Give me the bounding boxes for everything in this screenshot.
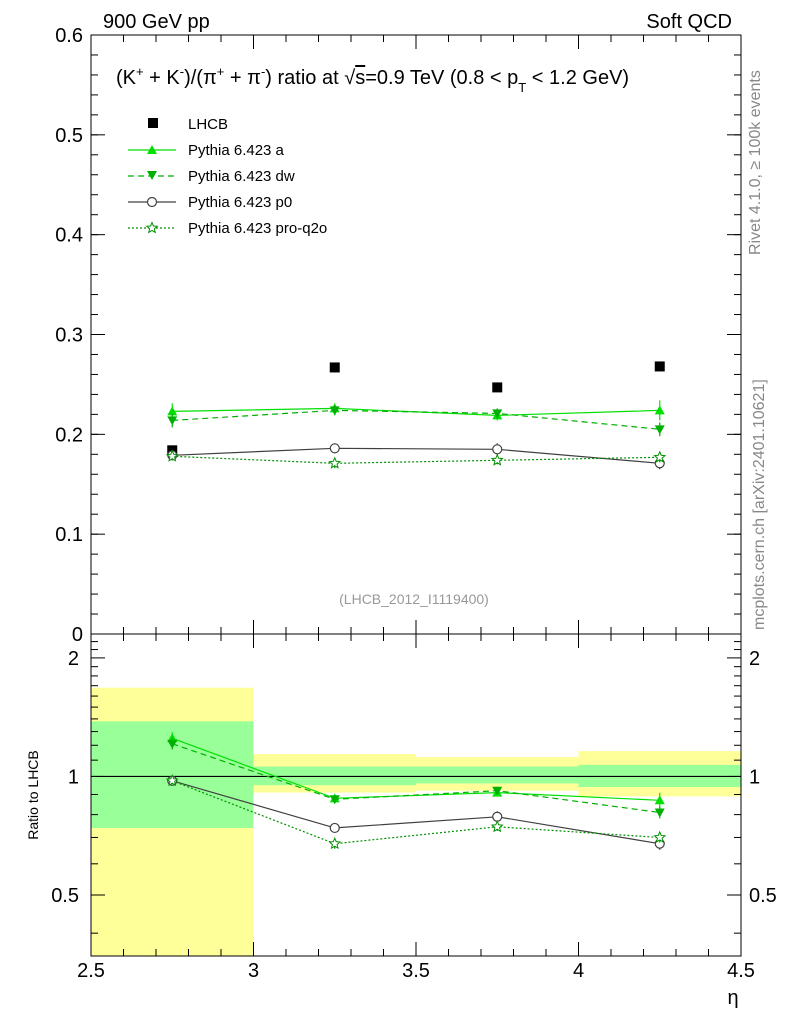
q2o-main-point [165, 449, 179, 462]
category-label: Soft QCD [646, 11, 732, 33]
y-tick-label: 0 [72, 624, 83, 646]
legend-item-a: Pythia 6.423 a [128, 142, 285, 159]
ratio-tick-label: 0.5 [51, 885, 79, 907]
lhcb-data-point [329, 362, 340, 373]
dw-main-point [492, 409, 503, 419]
legend-lhcb-label: LHCB [188, 116, 228, 133]
y-tick-label: 0.1 [55, 524, 83, 546]
dw-main-point [654, 425, 665, 435]
q2o-main-point [328, 456, 342, 469]
q2o-ratio-point [653, 830, 667, 843]
p0-ratio-point [492, 811, 503, 822]
x-tick-label: 3 [248, 960, 259, 982]
p0-main-point [329, 443, 340, 454]
y-tick-label: 0.5 [55, 125, 83, 147]
lhcb-data-point [654, 361, 665, 372]
y-tick-label: 0.4 [55, 225, 83, 247]
lhcb-data-point [492, 382, 503, 393]
legend-item-lhcb: LHCB [148, 116, 228, 133]
x-tick-label: 4.5 [727, 960, 755, 982]
x-tick-label: 4 [573, 960, 584, 982]
rivet-label: Rivet 4.1.0, ≥ 100k events [747, 70, 764, 255]
legend-lhcb-marker [148, 118, 158, 128]
a-main-point [167, 406, 178, 416]
legend-item-p0: Pythia 6.423 p0 [128, 194, 292, 211]
dw-main-line [172, 409, 660, 430]
dw-ratio-point [329, 795, 340, 805]
analysis-watermark: (LHCB_2012_I1119400) [339, 591, 489, 607]
dw-ratio-point [654, 808, 665, 818]
a-main-point [654, 405, 665, 415]
legend-a-label: Pythia 6.423 a [188, 142, 285, 159]
p0-ratio-point [329, 822, 340, 834]
legend-a-marker [147, 145, 157, 154]
legend-p0-marker [146, 196, 158, 208]
dw-ratio-line [172, 743, 660, 814]
plot-title: (K+ + K-)/(π+ + π-) ratio at √s=0.9 TeV … [116, 64, 629, 95]
legend-dw-marker [147, 171, 157, 180]
energy-label: 900 GeV pp [103, 11, 210, 33]
ratio-tick-label: 0.5 [749, 885, 777, 907]
a-ratio-point [654, 795, 665, 805]
ratio-y-label: Ratio to LHCB [25, 750, 41, 839]
q2o-ratio-point [328, 836, 342, 850]
x-axis-label: η [727, 987, 738, 1009]
legend-q2o-marker [145, 221, 159, 234]
main-panel: (LHCB_2012_I1119400) (K+ + K-)/(π+ + π-)… [90, 34, 742, 635]
ratio-band-inner [416, 766, 579, 784]
ratio-tick-label: 2 [68, 648, 79, 670]
x-tick-label: 2.5 [77, 960, 105, 982]
legend-dw-label: Pythia 6.423 dw [188, 168, 295, 185]
q2o-main-line [172, 455, 660, 464]
ratio-panel: Ratio to LHCB [25, 633, 742, 957]
p0-main-line [172, 447, 660, 464]
dw-main-point [167, 416, 178, 426]
ratio-tick-label: 1 [749, 766, 760, 788]
mcplots-label: mcplots.cern.ch [arXiv:2401.10621] [751, 379, 768, 630]
q2o-ratio-point [490, 819, 504, 833]
ratio-tick-label: 1 [68, 766, 79, 788]
ratio-tick-label: 2 [749, 648, 760, 670]
legend: LHCB Pythia 6.423 a Pythia 6.423 dw Pyth… [128, 116, 327, 237]
q2o-ratio-point [165, 773, 179, 787]
axes: 0 0.1 0.2 0.3 0.4 0.5 0.6 2.5 3 3.5 4 4.5 0.5 0.5 1 1 2 2 [51, 25, 777, 982]
y-tick-label: 0.2 [55, 424, 83, 446]
legend-q2o-label: Pythia 6.423 pro-q2o [188, 220, 327, 237]
dw-ratio-point [492, 786, 503, 796]
legend-p0-label: Pythia 6.423 p0 [188, 194, 292, 211]
q2o-main-point [653, 450, 667, 463]
dw-ratio-point [167, 739, 178, 749]
y-tick-label: 0.3 [55, 325, 83, 347]
legend-item-q2o: Pythia 6.423 pro-q2o [128, 220, 327, 237]
x-tick-label: 3.5 [402, 960, 430, 982]
y-tick-label: 0.6 [55, 25, 83, 47]
q2o-main-point [490, 453, 504, 466]
p0-main-point [492, 444, 503, 455]
dw-main-point [329, 406, 340, 416]
chart-marks [165, 361, 667, 850]
p0-ratio-line [172, 780, 660, 845]
legend-item-dw: Pythia 6.423 dw [128, 168, 295, 185]
